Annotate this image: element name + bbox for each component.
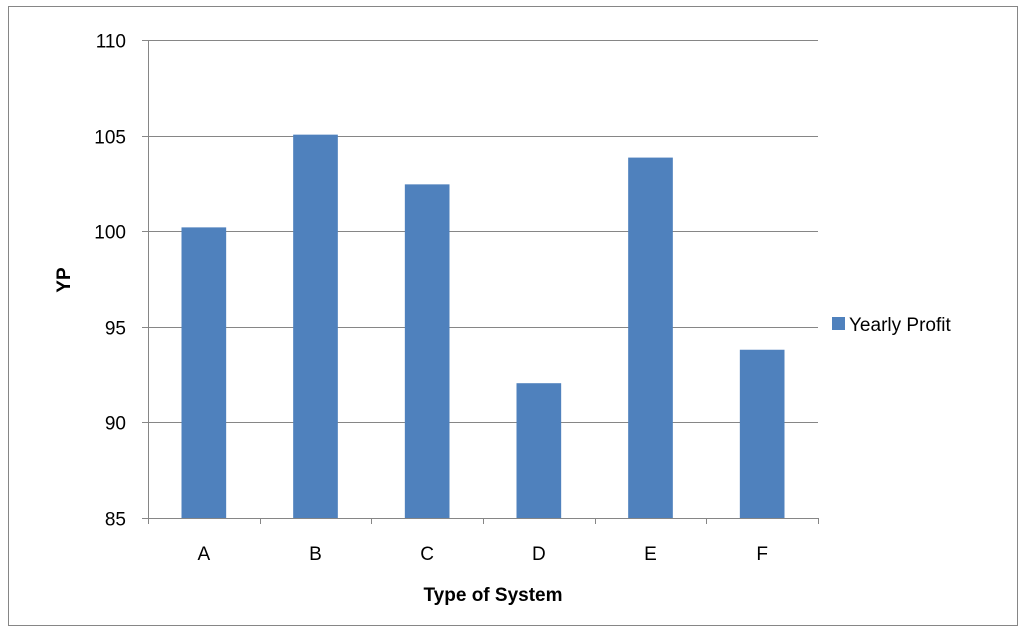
x-tick-label: F (756, 544, 768, 565)
y-tick-label: 85 (105, 510, 126, 531)
x-tick-label: E (644, 544, 657, 565)
x-tick-labels: A B C D E F (148, 518, 819, 565)
y-axis-title: YP (54, 267, 75, 293)
y-tick-labels: 85 90 95 100 105 110 (94, 32, 148, 531)
x-tick-label: B (309, 544, 322, 565)
y-tick-label: 100 (94, 223, 126, 244)
x-axis-title: Type of System (423, 585, 562, 606)
bar-c (404, 184, 450, 518)
chart-area (8, 6, 1018, 626)
bar-d (516, 383, 562, 518)
gridlines (148, 40, 818, 519)
y-tick-label: 110 (96, 32, 126, 53)
x-tick-label: C (420, 544, 434, 565)
bar-b (293, 134, 338, 519)
x-tick-label: A (197, 544, 210, 565)
bar-e (628, 157, 673, 518)
bar-a (181, 227, 227, 518)
bar-f (739, 349, 785, 518)
bars (181, 134, 785, 519)
y-tick-label: 105 (94, 128, 126, 149)
legend-label: Yearly Profit (849, 315, 951, 336)
legend: Yearly Profit (832, 315, 951, 336)
x-tick-label: D (532, 544, 546, 565)
y-tick-label: 95 (105, 319, 126, 340)
legend-swatch (832, 317, 845, 330)
y-tick-label: 90 (105, 414, 126, 435)
axes (148, 40, 818, 519)
